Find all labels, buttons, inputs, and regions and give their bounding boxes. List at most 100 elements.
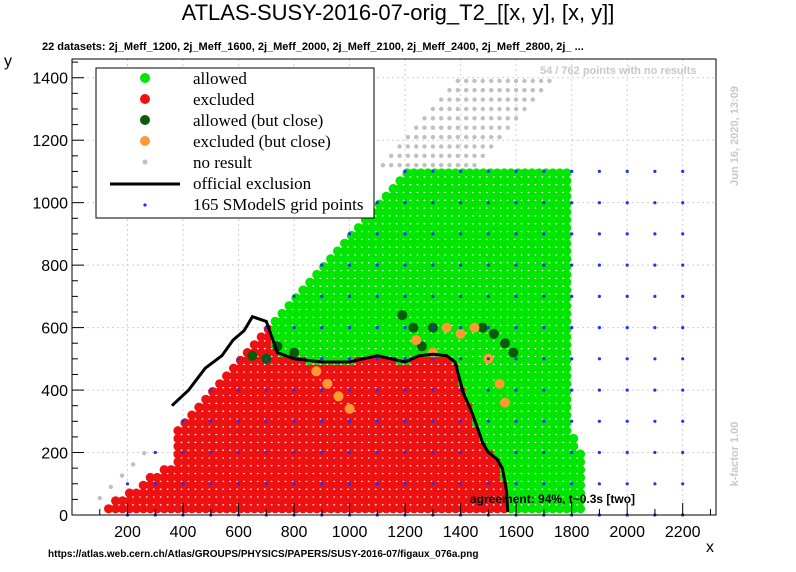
excluded-point bbox=[395, 394, 405, 404]
allowed-point bbox=[541, 176, 551, 186]
x-axis-label: x bbox=[706, 539, 714, 556]
allowed-point bbox=[353, 230, 364, 241]
excluded-point bbox=[458, 457, 468, 467]
excluded-point bbox=[374, 426, 384, 436]
no-result-point bbox=[497, 116, 502, 121]
excluded-point bbox=[263, 379, 273, 389]
allowed-point bbox=[464, 184, 475, 194]
grid-point bbox=[542, 482, 546, 486]
excluded-point bbox=[235, 371, 246, 381]
allowed-point bbox=[451, 355, 461, 365]
excluded-point bbox=[235, 410, 246, 420]
excluded-point bbox=[242, 488, 252, 498]
excluded-point bbox=[464, 472, 475, 483]
allowed-point bbox=[444, 223, 454, 233]
excluded-point bbox=[263, 488, 273, 498]
allowed-point bbox=[555, 262, 565, 272]
excluded-point bbox=[340, 426, 350, 436]
excluded-point bbox=[395, 441, 405, 451]
excluded-point bbox=[464, 418, 475, 428]
grid-point bbox=[653, 201, 657, 205]
excluded-point bbox=[492, 504, 502, 514]
excluded-point bbox=[284, 363, 294, 373]
grid-point bbox=[431, 294, 435, 298]
allowed-point bbox=[534, 301, 544, 311]
excluded-point bbox=[249, 449, 259, 459]
allowed-point bbox=[409, 308, 419, 319]
excluded-point bbox=[291, 433, 301, 444]
excluded-point bbox=[353, 402, 364, 412]
allowed-point bbox=[451, 269, 461, 280]
allowed-point bbox=[555, 215, 565, 225]
allowed-point bbox=[409, 168, 419, 178]
excluded-point bbox=[159, 488, 169, 498]
allowed-point bbox=[305, 301, 315, 311]
excluded-point bbox=[451, 394, 461, 404]
allowed-point bbox=[513, 363, 523, 373]
allowed-point bbox=[437, 230, 447, 241]
allowed-point bbox=[437, 176, 447, 186]
allowed-point bbox=[555, 402, 565, 412]
allowed-point bbox=[534, 230, 544, 241]
allowed-point bbox=[416, 246, 426, 256]
excluded-point bbox=[173, 472, 183, 483]
allowed-point bbox=[541, 348, 551, 358]
excluded-point bbox=[388, 449, 398, 459]
allowed-point bbox=[367, 277, 377, 287]
allowed-point bbox=[437, 301, 447, 311]
x-tick-label: 800 bbox=[281, 524, 308, 541]
allowed-point bbox=[326, 262, 336, 272]
excluded-point bbox=[201, 433, 211, 444]
allowed-point bbox=[485, 308, 495, 319]
allowed-point bbox=[534, 277, 544, 287]
excluded-point bbox=[437, 426, 447, 436]
allowed-point bbox=[388, 293, 398, 303]
excluded-point bbox=[374, 410, 384, 420]
allowed-point bbox=[478, 285, 488, 295]
excluded-point bbox=[208, 457, 218, 467]
no-result-point bbox=[472, 88, 477, 93]
excluded-point bbox=[402, 410, 412, 420]
no-result-point bbox=[447, 125, 452, 130]
excluded-point bbox=[222, 394, 232, 404]
allowed-point bbox=[478, 379, 488, 389]
allowed-point bbox=[423, 215, 433, 225]
grid-point bbox=[681, 326, 685, 330]
allowed-point bbox=[513, 215, 523, 225]
grid-point bbox=[597, 169, 602, 173]
allowed-point bbox=[478, 332, 488, 342]
no-result-point bbox=[439, 144, 444, 149]
excluded-point bbox=[395, 426, 405, 436]
excluded-point bbox=[138, 504, 148, 514]
grid-point bbox=[209, 482, 213, 486]
allowed-point bbox=[506, 223, 516, 233]
allowed-point bbox=[478, 184, 488, 194]
allowed-point bbox=[409, 191, 419, 201]
allowed-point bbox=[541, 207, 551, 217]
excluded-point bbox=[194, 496, 204, 506]
allowed-point bbox=[478, 301, 488, 311]
no-result-point bbox=[513, 78, 519, 84]
allowed-point bbox=[360, 230, 370, 241]
grid-point bbox=[514, 201, 518, 205]
allowed-point bbox=[395, 199, 405, 209]
allowed-point bbox=[423, 238, 433, 248]
grid-point bbox=[459, 201, 463, 205]
allowed-point bbox=[360, 262, 370, 272]
legend-marker-allowed bbox=[140, 73, 150, 83]
allowed-point bbox=[326, 285, 336, 295]
allowed-point bbox=[513, 465, 523, 475]
no-result-point bbox=[464, 144, 469, 149]
excluded-point bbox=[194, 472, 204, 483]
excluded-point bbox=[409, 496, 419, 506]
allowed-point bbox=[492, 293, 502, 303]
allowed-point bbox=[555, 230, 565, 241]
grid-point bbox=[181, 482, 185, 486]
excluded-point bbox=[395, 387, 405, 397]
grid-point bbox=[597, 357, 602, 361]
grid-point bbox=[403, 294, 407, 298]
x-tick-label: 600 bbox=[225, 524, 252, 541]
grid-point bbox=[486, 388, 490, 392]
allowed-point bbox=[534, 457, 544, 467]
allowed-point bbox=[569, 472, 579, 483]
